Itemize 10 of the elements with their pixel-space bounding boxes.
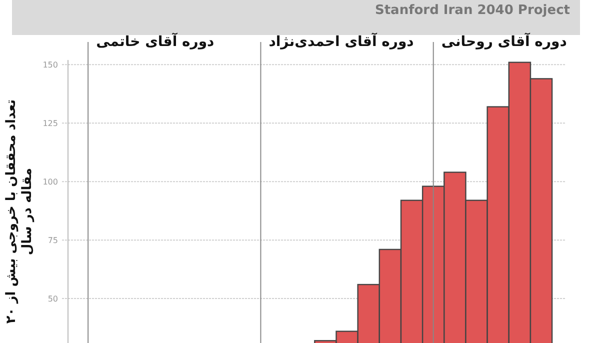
text: دوره آقای احمدی‌نژاد xyxy=(268,32,414,50)
y-axis-title: تعداد محققان با خروجی بیش از ۲۰ مقاله در سال xyxy=(4,99,35,324)
text: دوره آقای خاتمی xyxy=(96,32,214,50)
text: دوره آقای روحانی xyxy=(441,32,567,50)
y-tick-label: 75 xyxy=(48,236,58,246)
y-tick-label: 100 xyxy=(42,178,58,187)
y-tick-label: 150 xyxy=(42,60,58,70)
y-tick-label: 50 xyxy=(48,294,58,304)
y-tick-label: 125 xyxy=(42,119,58,128)
text: Stanford Iran 2040 Project xyxy=(374,3,570,18)
